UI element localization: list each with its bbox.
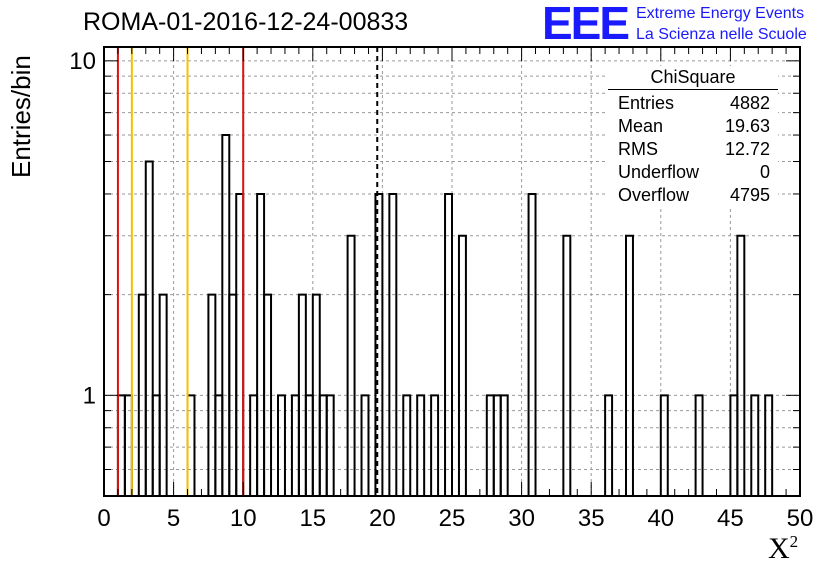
histogram-bin <box>277 394 286 496</box>
histogram-bin <box>750 394 760 496</box>
histogram-bin <box>158 293 168 496</box>
x-tick-label: 25 <box>439 505 466 532</box>
stats-row-label: Overflow <box>618 185 690 205</box>
x-tick-label: 35 <box>578 505 605 532</box>
stats-row-label: Entries <box>618 93 675 113</box>
stats-title: ChiSquare <box>608 66 778 90</box>
stats-row-value: 4795 <box>729 185 770 205</box>
stats-row: Overflow 4795 <box>608 184 778 207</box>
histogram-bin <box>402 394 412 496</box>
histogram-bin <box>346 234 356 496</box>
histogram-bin <box>221 134 231 496</box>
stats-row-label: RMS <box>618 139 658 159</box>
histogram-bin <box>604 394 614 496</box>
histogram-bin <box>625 234 634 496</box>
stats-row: Underflow 0 <box>608 161 778 184</box>
logo-line-1: Extreme Energy Events <box>636 5 805 22</box>
histogram-bin <box>694 394 704 496</box>
x-tick-label: 15 <box>299 505 326 532</box>
x-tick-label: 50 <box>787 505 814 532</box>
y-tick-label: 10 <box>69 48 96 75</box>
x-tick-label: 10 <box>230 505 257 532</box>
stats-row-label: Mean <box>618 116 664 136</box>
stats-row-value: 12.72 <box>724 139 770 159</box>
x-tick-label: 5 <box>167 505 180 532</box>
x-tick-label: 30 <box>508 505 535 532</box>
x-tick-label: 0 <box>97 505 110 532</box>
logo-line-2: La Scienza nelle Scuole <box>636 26 807 43</box>
stats-rows: Entries 4882 Mean 19.63 RMS 12.72 Underflow 0 Ov… <box>608 92 778 207</box>
histogram-bin <box>325 394 335 496</box>
histogram-bin <box>562 234 572 496</box>
histogram-bin <box>360 394 370 496</box>
histogram-bin <box>457 234 467 496</box>
eee-logo: EEE <box>542 0 630 49</box>
axis-ticks: 0 5 10 15 20 25 30 35 40 45 50 1 10 <box>69 47 813 532</box>
histogram-bin <box>388 192 398 496</box>
y-tick-label: 1 <box>83 382 96 409</box>
histogram-bin <box>659 394 669 496</box>
histogram-bin <box>256 192 266 496</box>
x-axis-label-exponent: 2 <box>789 532 799 551</box>
x-axis-label-base: X <box>768 532 790 565</box>
histogram-bin <box>499 394 509 496</box>
stats-row-label: Underflow <box>618 162 700 182</box>
histogram-bin <box>416 394 426 496</box>
stats-row-value: 0 <box>759 162 770 182</box>
histogram-bin <box>144 160 154 496</box>
histogram-bin <box>235 192 245 496</box>
marker-lines <box>116 47 379 496</box>
histogram-bin <box>444 192 453 496</box>
histogram-bin <box>736 234 746 496</box>
stats-row-value: 4882 <box>729 93 770 113</box>
stats-row: RMS 12.72 <box>608 138 778 161</box>
stats-row: Entries 4882 <box>608 92 778 115</box>
stats-box: ChiSquare Entries 4882 Mean 19.63 RMS 12.72 Un… <box>608 66 778 207</box>
chart-title: ROMA-01-2016-12-24-00833 <box>83 8 409 36</box>
stats-row-value: 19.63 <box>724 116 770 136</box>
histogram-bin <box>374 192 384 496</box>
stats-row: Mean 19.63 <box>608 115 778 138</box>
x-tick-label: 45 <box>717 505 744 532</box>
x-tick-label: 40 <box>647 505 674 532</box>
y-axis-label: Entries/bin <box>6 55 36 178</box>
histogram-bin <box>430 394 440 496</box>
x-tick-label: 20 <box>369 505 396 532</box>
histogram-bin <box>527 192 537 496</box>
histogram-bin <box>263 293 273 496</box>
histogram-bin <box>764 394 774 496</box>
x-axis-label: X2 <box>768 532 798 566</box>
eee-logo-text: Extreme Energy Events La Scienza nelle S… <box>636 3 807 45</box>
